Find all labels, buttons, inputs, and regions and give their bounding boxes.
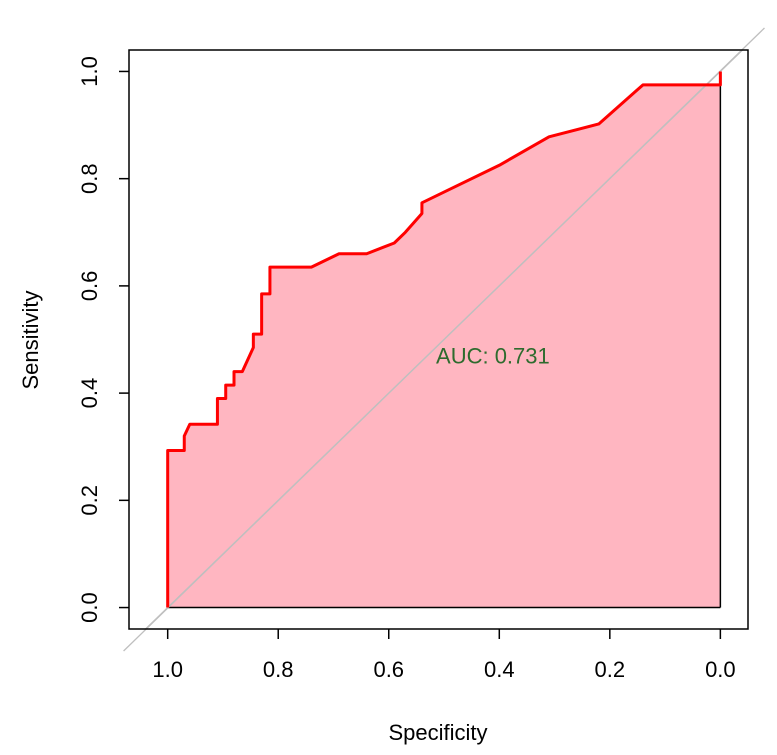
y-tick-label: 0.2 — [77, 485, 102, 516]
plot-border — [128, 49, 749, 630]
auc-annotation: AUC: 0.731 — [436, 344, 550, 369]
x-tick-label: 0.8 — [263, 657, 294, 682]
axis-layer: 1.0 0.8 0.6 0.4 0.2 0.0 0.0 0.2 0.4 0.6 0.8 1.0 — [77, 49, 749, 682]
x-tick-label: 0.0 — [705, 657, 736, 682]
x-tick-label: 0.4 — [484, 657, 515, 682]
x-tick-label: 0.2 — [595, 657, 626, 682]
reference-diagonal-extended — [123, 27, 765, 652]
y-tick-label: 1.0 — [77, 56, 102, 87]
y-tick-label: 0.0 — [77, 592, 102, 623]
roc-curve — [166, 71, 722, 608]
x-axis-label: Specificity — [388, 720, 487, 745]
y-axis-label: Sensitivity — [18, 290, 43, 389]
y-tick-label: 0.8 — [77, 163, 102, 194]
y-tick-label: 0.6 — [77, 271, 102, 302]
x-tick-label: 0.6 — [373, 657, 404, 682]
y-tick-label: 0.4 — [77, 378, 102, 409]
plot-layer — [123, 27, 765, 652]
x-tick-label: 1.0 — [152, 657, 183, 682]
